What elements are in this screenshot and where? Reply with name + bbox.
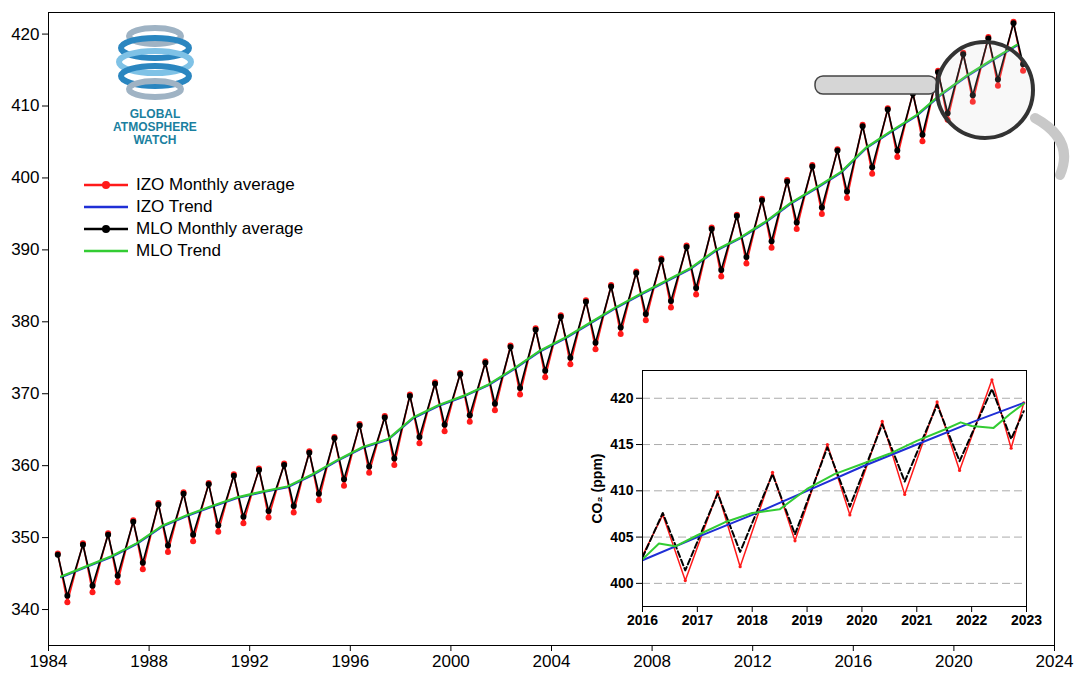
svg-text:410: 410 — [610, 482, 634, 498]
svg-text:360: 360 — [11, 456, 39, 475]
html-text:GLOBAL: GLOBAL — [129, 107, 181, 121]
svg-text:1988: 1988 — [130, 652, 168, 671]
svg-text:2004: 2004 — [533, 652, 571, 671]
svg-text:2000: 2000 — [432, 652, 470, 671]
svg-text:2021: 2021 — [901, 612, 932, 628]
svg-text:380: 380 — [11, 312, 39, 331]
svg-text:2016: 2016 — [627, 612, 658, 628]
svg-text:2018: 2018 — [737, 612, 768, 628]
html-text:WATCH: WATCH — [133, 133, 177, 147]
svg-text:370: 370 — [11, 384, 39, 403]
html-text:MLO Monthly average: MLO Monthly average — [136, 219, 304, 238]
svg-text:2020: 2020 — [846, 612, 877, 628]
html-text:IZO Trend: IZO Trend — [136, 197, 213, 216]
svg-text:340: 340 — [11, 600, 39, 619]
svg-text:1996: 1996 — [331, 652, 369, 671]
svg-text:2012: 2012 — [734, 652, 772, 671]
svg-text:415: 415 — [610, 436, 634, 452]
svg-text:390: 390 — [11, 240, 39, 259]
svg-text:CO₂ (ppm): CO₂ (ppm) — [589, 454, 605, 524]
svg-text:1992: 1992 — [231, 652, 269, 671]
html-text:ATMOSPHERE: ATMOSPHERE — [113, 120, 197, 134]
svg-text:400: 400 — [11, 168, 39, 187]
svg-text:2023: 2023 — [1011, 612, 1042, 628]
html-text:MLO Trend: MLO Trend — [136, 241, 221, 260]
html-text:IZO Monthly average: IZO Monthly average — [136, 175, 295, 194]
svg-text:2022: 2022 — [956, 612, 987, 628]
svg-text:2019: 2019 — [791, 612, 822, 628]
svg-text:1984: 1984 — [30, 652, 68, 671]
svg-text:420: 420 — [11, 25, 39, 44]
svg-text:420: 420 — [610, 390, 634, 406]
svg-text:350: 350 — [11, 528, 39, 547]
svg-text:2017: 2017 — [682, 612, 713, 628]
svg-text:2020: 2020 — [935, 652, 973, 671]
svg-text:2008: 2008 — [633, 652, 671, 671]
svg-text:2016: 2016 — [834, 652, 872, 671]
svg-text:400: 400 — [610, 575, 634, 591]
svg-text:410: 410 — [11, 96, 39, 115]
svg-text:405: 405 — [610, 529, 634, 545]
svg-text:2024: 2024 — [1036, 652, 1074, 671]
